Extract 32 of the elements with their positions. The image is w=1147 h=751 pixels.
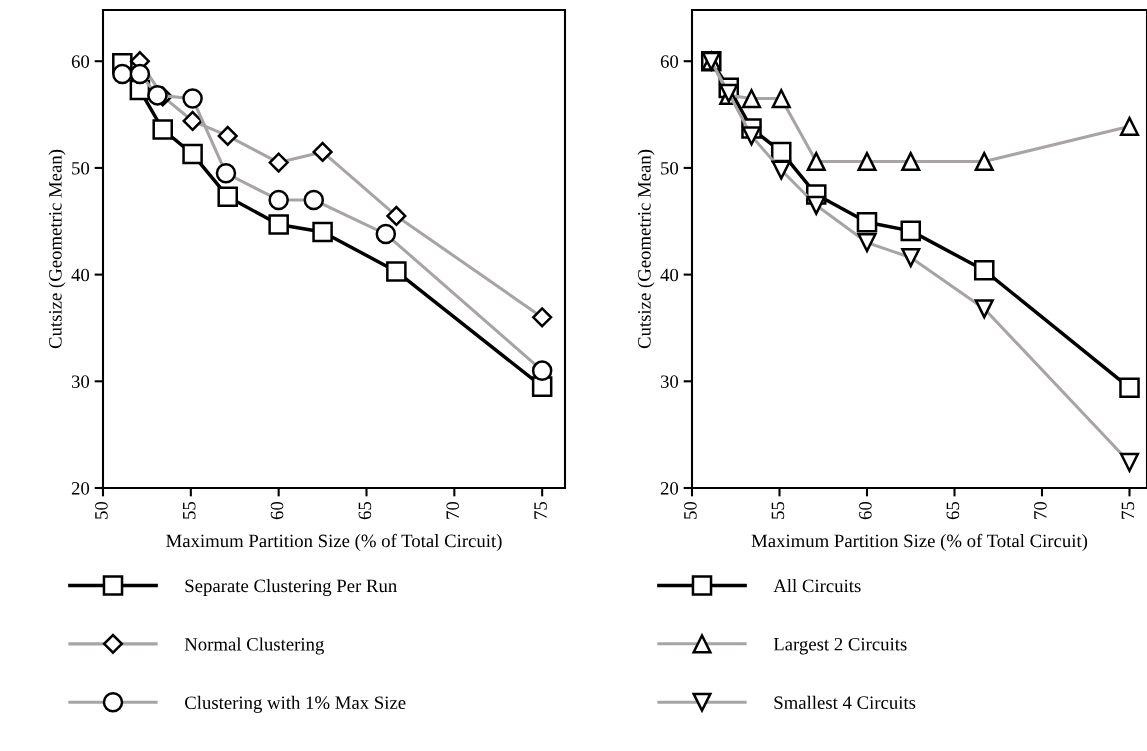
x-tick-label: 65 [946, 501, 960, 520]
y-tick-label: 60 [660, 55, 679, 68]
y-tick-label: 50 [661, 161, 679, 175]
y-axis-title: Cutsize (Geometric Mean) [637, 149, 655, 349]
legend-label: Smallest 4 Circuits [774, 695, 916, 709]
y-tick-label: 20 [71, 482, 90, 495]
x-tick-label: 50 [684, 501, 697, 519]
y-axis-title: Cutsize (Geometric Mean) [48, 149, 66, 349]
x-tick-label: 75 [534, 501, 547, 519]
y-tick-label: 60 [71, 55, 90, 68]
legend-label: Largest 2 Circuits [773, 637, 907, 655]
x-tick-label: 50 [95, 501, 108, 519]
x-axis-title: Maximum Partition Size (% of Total Circuit) [166, 533, 502, 552]
y-tick-label: 20 [660, 482, 679, 495]
x-tick-label: 70 [1034, 501, 1047, 519]
legend-label: Separate Clustering Per Run [185, 578, 397, 597]
y-tick-label: 30 [660, 375, 679, 388]
y-tick-label: 50 [72, 161, 90, 175]
y-tick-label: 40 [71, 268, 90, 282]
y-tick-label: 30 [71, 375, 90, 388]
x-tick-label: 65 [358, 501, 372, 520]
x-tick-label: 55 [183, 501, 196, 519]
x-tick-label: 70 [446, 501, 460, 519]
legend-label: Clustering with 1% Max Size [185, 695, 406, 713]
x-axis-title: Maximum Partition Size (% of Total Circuit) [751, 533, 1088, 552]
x-tick-label: 60 [859, 501, 872, 520]
x-tick-label: 55 [771, 501, 785, 519]
x-tick-label: 60 [270, 501, 284, 520]
y-tick-label: 40 [660, 268, 679, 282]
x-tick-label: 75 [1121, 501, 1135, 519]
legend-label: All Circuits [773, 578, 861, 593]
legend-label: Normal Clustering [184, 637, 324, 655]
